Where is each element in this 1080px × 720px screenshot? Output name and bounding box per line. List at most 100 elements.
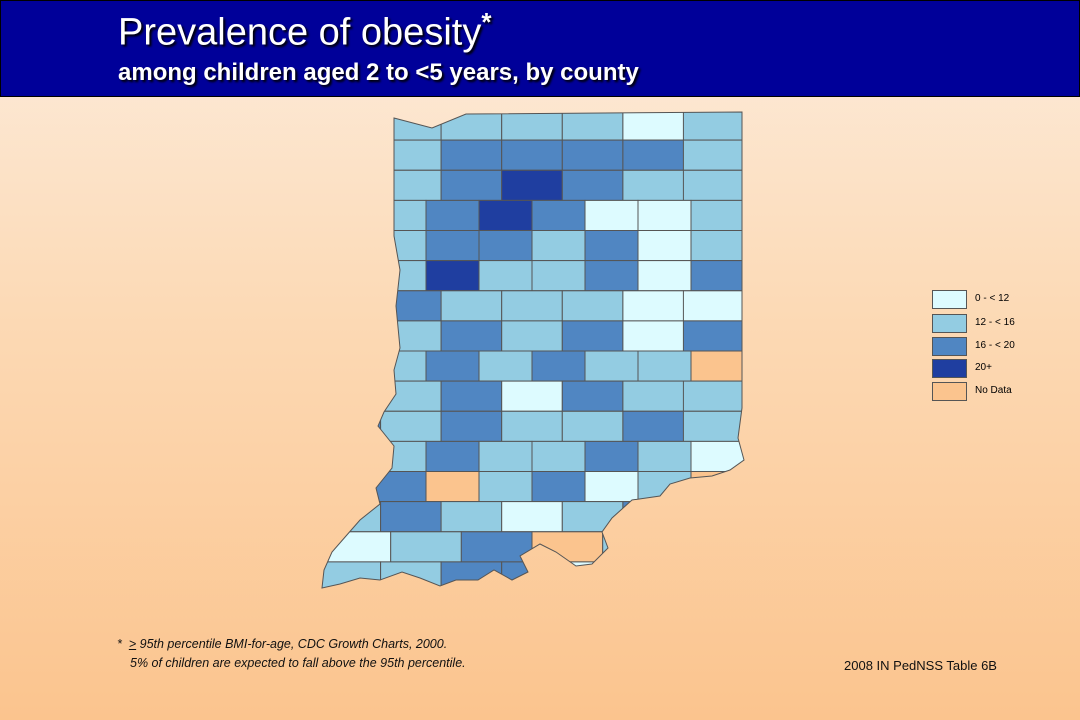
county-r0-c3 — [501, 112, 563, 141]
county-r4-c5 — [584, 230, 639, 262]
legend-label-no-data: No Data — [975, 385, 1012, 396]
county-r14-c4 — [602, 531, 674, 563]
county-r0-c2 — [440, 112, 503, 141]
county-r5-c4 — [531, 260, 586, 292]
county-r13-c6 — [682, 501, 744, 533]
county-r4-c4 — [531, 230, 586, 262]
county-r0-c0 — [322, 112, 382, 141]
footnote-asterisk: * — [117, 637, 122, 651]
county-r5-c2 — [425, 260, 480, 292]
county-r8-c7 — [690, 350, 744, 382]
county-r4-c2 — [425, 230, 480, 262]
county-r6-c1 — [380, 290, 442, 322]
county-r0-c4 — [561, 112, 624, 141]
county-r1-c5 — [622, 139, 685, 171]
title-bar: Prevalence of obesity* among children ag… — [0, 0, 1080, 97]
county-r9-c6 — [682, 380, 744, 412]
county-r3-c3 — [478, 199, 533, 231]
county-r1-c2 — [440, 139, 503, 171]
county-r0-c5 — [622, 112, 685, 141]
county-r9-c5 — [622, 380, 685, 412]
county-r7-c1 — [380, 320, 442, 352]
county-r9-c0 — [322, 380, 382, 412]
county-r13-c3 — [501, 501, 563, 533]
county-r9-c2 — [440, 380, 503, 412]
county-r5-c3 — [478, 260, 533, 292]
county-r7-c5 — [622, 320, 685, 352]
legend-label-16-20: 16 - < 20 — [975, 340, 1015, 351]
county-r10-c3 — [501, 410, 563, 442]
county-r11-c6 — [637, 440, 692, 472]
county-r12-c7 — [690, 471, 744, 503]
county-r1-c3 — [501, 139, 563, 171]
title: Prevalence of obesity* — [118, 9, 491, 52]
county-r8-c6 — [637, 350, 692, 382]
county-layer — [322, 112, 744, 588]
county-r14-c5 — [672, 531, 744, 563]
county-r3-c0 — [322, 199, 374, 231]
county-r10-c2 — [440, 410, 503, 442]
county-r11-c7 — [690, 440, 744, 472]
county-r3-c5 — [584, 199, 639, 231]
county-r6-c2 — [440, 290, 503, 322]
county-r7-c4 — [561, 320, 624, 352]
county-r2-c3 — [501, 169, 563, 201]
county-r5-c7 — [690, 260, 744, 292]
subtitle: among children aged 2 to <5 years, by co… — [118, 59, 639, 86]
county-r12-c3 — [478, 471, 533, 503]
county-r2-c1 — [380, 169, 442, 201]
county-r15-c3 — [501, 561, 563, 588]
county-r2-c4 — [561, 169, 624, 201]
county-r10-c6 — [682, 410, 744, 442]
county-r1-c6 — [682, 139, 744, 171]
legend-swatch-no-data — [932, 382, 967, 401]
county-r1-c0 — [322, 139, 382, 171]
county-r6-c6 — [682, 290, 744, 322]
county-r12-c2 — [425, 471, 480, 503]
county-r4-c3 — [478, 230, 533, 262]
county-r10-c5 — [622, 410, 685, 442]
county-r8-c5 — [584, 350, 639, 382]
county-r1-c1 — [380, 139, 442, 171]
county-r7-c3 — [501, 320, 563, 352]
county-r15-c4 — [561, 561, 624, 588]
county-r11-c4 — [531, 440, 586, 472]
legend-swatch-16-20 — [932, 337, 967, 356]
county-r15-c6 — [682, 561, 744, 588]
county-r11-c3 — [478, 440, 533, 472]
county-r14-c0 — [322, 531, 392, 563]
county-r3-c1 — [372, 199, 427, 231]
county-r9-c4 — [561, 380, 624, 412]
county-r10-c4 — [561, 410, 624, 442]
county-r2-c0 — [322, 169, 382, 201]
county-r6-c5 — [622, 290, 685, 322]
county-r8-c0 — [322, 350, 374, 382]
legend-swatch-12-16 — [932, 314, 967, 333]
county-r14-c2 — [460, 531, 533, 563]
county-r9-c3 — [501, 380, 563, 412]
county-r15-c5 — [622, 561, 685, 588]
county-r11-c1 — [372, 440, 427, 472]
county-r8-c2 — [425, 350, 480, 382]
county-r2-c6 — [682, 169, 744, 201]
county-r6-c4 — [561, 290, 624, 322]
county-r15-c2 — [440, 561, 503, 588]
county-r10-c1 — [380, 410, 442, 442]
county-r10-c0 — [322, 410, 382, 442]
county-r5-c5 — [584, 260, 639, 292]
county-r6-c0 — [322, 290, 382, 322]
source-note: 2008 IN PedNSS Table 6B — [844, 658, 997, 673]
footnote-line-2: 5% of children are expected to fall abov… — [130, 656, 466, 670]
county-r8-c4 — [531, 350, 586, 382]
county-r1-c4 — [561, 139, 624, 171]
county-r12-c1 — [372, 471, 427, 503]
county-r11-c0 — [322, 440, 374, 472]
county-r11-c2 — [425, 440, 480, 472]
legend-label-12-16: 12 - < 16 — [975, 317, 1015, 328]
legend-swatch-0-12 — [932, 290, 967, 309]
title-text: Prevalence of obesity — [118, 11, 482, 54]
county-r8-c3 — [478, 350, 533, 382]
county-r13-c0 — [322, 501, 382, 533]
county-r12-c4 — [531, 471, 586, 503]
